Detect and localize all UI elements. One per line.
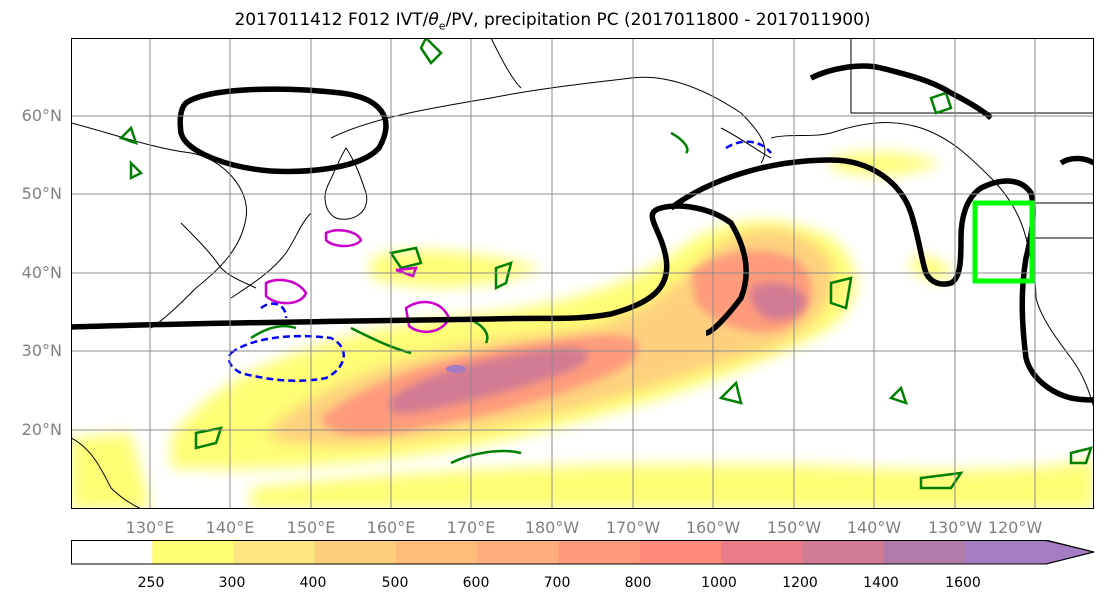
colorbar	[71, 540, 1095, 565]
colorbar-cell	[883, 540, 966, 564]
colorbar-cell	[558, 540, 641, 564]
lat-label-40n: 40°N	[21, 263, 62, 282]
colorbar-label-1400: 1400	[863, 575, 899, 591]
colorbar-label-1200: 1200	[782, 575, 818, 591]
coastlines	[71, 38, 1094, 509]
colorbar-label-400: 400	[299, 575, 327, 591]
colorbar-label-300: 300	[218, 575, 246, 591]
lon-label-160e: 160°E	[366, 518, 416, 537]
colorbar-cell	[71, 540, 153, 564]
colorbar-cell	[477, 540, 560, 564]
colorbar-label-500: 500	[381, 575, 409, 591]
lon-label-150e: 150°E	[286, 518, 336, 537]
lon-label-120w: 120°W	[987, 518, 1043, 537]
lat-label-30n: 30°N	[21, 341, 62, 360]
lon-label-170e: 170°E	[446, 518, 496, 537]
lat-label-60n: 60°N	[21, 106, 62, 125]
colorbar-cell	[152, 540, 235, 564]
colorbar-cell	[802, 540, 885, 564]
colorbar-cell	[639, 540, 722, 564]
colorbar-cell	[233, 540, 316, 564]
lon-label-180w: 180°W	[524, 518, 580, 537]
lon-label-140w: 140°W	[846, 518, 902, 537]
lon-label-140e: 140°E	[205, 518, 255, 537]
colorbar-label-700: 700	[543, 575, 571, 591]
map-panel	[71, 38, 1094, 509]
colorbar-label-1600: 1600	[945, 575, 981, 591]
lon-label-150w: 150°W	[766, 518, 822, 537]
lon-label-170w: 170°W	[605, 518, 661, 537]
gridlines	[71, 38, 1094, 509]
colorbar-cell	[396, 540, 478, 564]
colorbar-label-1000: 1000	[701, 575, 737, 591]
lat-label-20n: 20°N	[21, 420, 62, 439]
theta-contours	[227, 140, 772, 382]
lon-label-130w: 130°W	[927, 518, 983, 537]
colorbar-label-250: 250	[137, 575, 165, 591]
lat-label-50n: 50°N	[21, 184, 62, 203]
pv-contours	[118, 38, 1093, 490]
colorbar-cell	[314, 540, 397, 564]
colorbar-cell	[721, 540, 803, 564]
lon-label-130e: 130°E	[125, 518, 175, 537]
target-region-box	[972, 200, 1035, 284]
map-title: 2017011412 F012 IVT/θe/PV, precipitation…	[234, 10, 871, 33]
colorbar-label-800: 800	[624, 575, 652, 591]
colorbar-cell	[964, 540, 1047, 564]
colorbar-label-600: 600	[462, 575, 490, 591]
lon-label-160w: 160°W	[685, 518, 741, 537]
thick-contours	[71, 63, 1094, 403]
